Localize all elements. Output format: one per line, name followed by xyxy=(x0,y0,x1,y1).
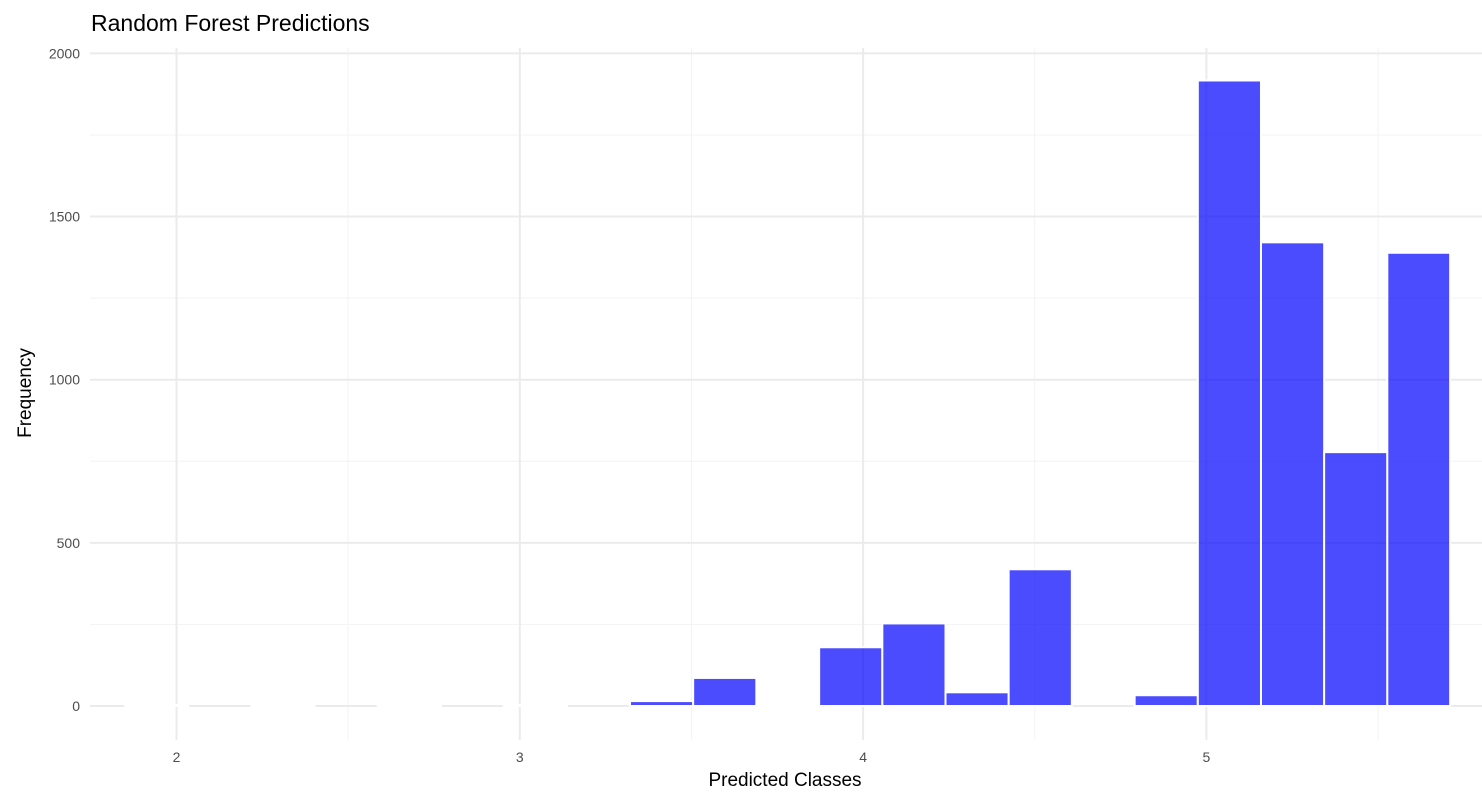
x-tick-labels: 2 3 4 5 xyxy=(173,749,1211,765)
histogram-bar xyxy=(755,703,821,708)
y-tick-labels: 0 500 1000 1500 2000 xyxy=(49,45,80,714)
chart-title: Random Forest Predictions xyxy=(91,10,370,36)
histogram-bar xyxy=(376,704,442,707)
y-tick-label: 1000 xyxy=(49,372,80,388)
histogram-bar xyxy=(1196,79,1262,707)
histogram-bar xyxy=(692,676,758,707)
histogram-bar xyxy=(1386,251,1452,708)
histogram-bar xyxy=(124,704,190,707)
histogram-bar xyxy=(502,703,568,708)
x-axis-title: Predicted Classes xyxy=(708,770,861,791)
y-axis-title: Frequency xyxy=(15,348,36,438)
histogram-bar xyxy=(1133,694,1199,708)
x-tick-label: 4 xyxy=(859,749,867,765)
x-tick-label: 3 xyxy=(516,749,524,765)
y-tick-label: 500 xyxy=(57,535,81,551)
histogram-bar xyxy=(881,622,947,708)
x-tick-label: 5 xyxy=(1203,749,1211,765)
histogram-bar xyxy=(1259,241,1326,707)
y-tick-label: 0 xyxy=(72,698,80,714)
histogram-bar xyxy=(628,700,695,708)
histogram-bar xyxy=(818,646,884,707)
y-tick-label: 1500 xyxy=(49,209,80,225)
histogram-bars xyxy=(124,79,1452,708)
histogram-bar xyxy=(250,704,316,707)
x-tick-label: 2 xyxy=(173,749,181,765)
histogram-bar xyxy=(1323,451,1389,708)
y-tick-label: 2000 xyxy=(49,45,80,61)
histogram-bar xyxy=(944,691,1010,708)
histogram-bar xyxy=(1007,568,1073,707)
